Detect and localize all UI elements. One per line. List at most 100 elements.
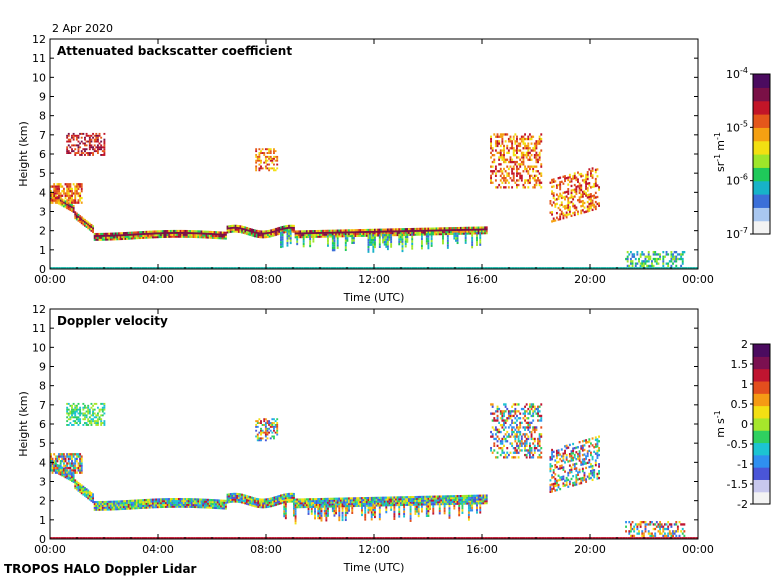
heatmap-cell bbox=[64, 196, 67, 200]
heatmap-cell bbox=[103, 500, 106, 504]
heatmap-cell bbox=[432, 501, 435, 504]
heatmap-cell bbox=[281, 227, 284, 230]
heatmap-cell bbox=[156, 502, 159, 505]
heatmap-cell bbox=[258, 152, 261, 154]
heatmap-cell bbox=[428, 267, 431, 269]
heatmap-cell bbox=[499, 440, 502, 443]
heatmap-cell bbox=[461, 494, 464, 498]
heatmap-cell bbox=[417, 514, 420, 518]
heatmap-cell bbox=[312, 240, 315, 243]
heatmap-cell bbox=[291, 230, 294, 233]
heatmap-cell bbox=[524, 167, 527, 171]
heatmap-cell bbox=[396, 504, 399, 507]
heatmap-cell bbox=[54, 471, 57, 474]
heatmap-cell bbox=[271, 425, 274, 428]
heatmap-cell bbox=[84, 418, 86, 421]
heatmap-cell bbox=[51, 466, 54, 470]
heatmap-cell bbox=[450, 232, 453, 235]
heatmap-cell bbox=[267, 233, 269, 236]
heatmap-cell bbox=[229, 224, 232, 228]
heatmap-cell bbox=[390, 267, 393, 269]
heatmap-cell bbox=[420, 503, 423, 506]
heatmap-cell bbox=[535, 158, 538, 161]
heatmap-cell bbox=[132, 503, 135, 506]
heatmap-cell bbox=[414, 512, 417, 515]
heatmap-cell bbox=[327, 501, 329, 504]
heatmap-cell bbox=[514, 163, 517, 166]
heatmap-cell bbox=[273, 496, 276, 499]
heatmap-cell bbox=[361, 234, 363, 237]
heatmap-cell bbox=[80, 462, 83, 465]
heatmap-cell bbox=[56, 464, 59, 467]
heatmap-cell bbox=[568, 205, 571, 209]
heatmap-cell bbox=[520, 151, 523, 154]
heatmap-cell bbox=[111, 238, 114, 241]
heatmap-cell bbox=[50, 190, 52, 193]
heatmap-cell bbox=[199, 500, 201, 503]
heatmap-cell bbox=[327, 509, 329, 513]
heatmap-cell bbox=[236, 492, 239, 496]
heatmap-cell bbox=[325, 501, 328, 504]
heatmap-cell bbox=[442, 239, 444, 243]
heatmap-cell bbox=[80, 136, 83, 139]
heatmap-cell bbox=[331, 499, 334, 502]
heatmap-cell bbox=[408, 498, 410, 501]
heatmap-cell bbox=[103, 508, 106, 511]
heatmap-cell bbox=[273, 435, 275, 438]
heatmap-cell bbox=[369, 230, 372, 233]
heatmap-cell bbox=[310, 507, 313, 511]
heatmap-cell bbox=[480, 500, 483, 503]
heatmap-cell bbox=[252, 230, 255, 234]
heatmap-cell bbox=[286, 498, 289, 501]
heatmap-cell bbox=[56, 466, 59, 470]
heatmap-cell bbox=[304, 504, 307, 507]
heatmap-cell bbox=[166, 231, 169, 235]
heatmap-cell bbox=[327, 244, 329, 247]
heatmap-cell bbox=[538, 140, 541, 143]
heatmap-cell bbox=[278, 230, 281, 233]
heatmap-cell bbox=[77, 194, 80, 197]
heatmap-cell bbox=[77, 462, 80, 465]
heatmap-cell bbox=[80, 488, 83, 491]
heatmap-cell bbox=[96, 422, 99, 424]
heatmap-cell bbox=[74, 412, 77, 415]
heatmap-cell bbox=[278, 502, 281, 505]
heatmap-cell bbox=[64, 204, 67, 207]
heatmap-cell bbox=[368, 267, 372, 269]
heatmap-cell bbox=[476, 496, 478, 499]
heatmap-cell bbox=[538, 154, 541, 157]
heatmap-cell bbox=[512, 177, 515, 180]
heatmap-cell bbox=[90, 492, 93, 495]
heatmap-cell bbox=[467, 511, 470, 514]
heatmap-cell bbox=[522, 147, 525, 150]
heatmap-cell bbox=[176, 499, 179, 503]
heatmap-cell bbox=[111, 506, 114, 509]
heatmap-cell bbox=[108, 236, 111, 239]
heatmap-cell bbox=[372, 230, 375, 233]
heatmap-cell bbox=[654, 250, 657, 254]
heatmap-cell bbox=[54, 192, 57, 195]
heatmap-cell bbox=[537, 170, 539, 173]
heatmap-cell bbox=[79, 408, 82, 411]
heatmap-cell bbox=[297, 500, 300, 503]
heatmap-cell bbox=[335, 497, 338, 500]
heatmap-cell bbox=[75, 486, 78, 489]
heatmap-cell bbox=[80, 490, 83, 493]
heatmap-cell bbox=[140, 233, 143, 236]
heatmap-cell bbox=[401, 228, 404, 231]
heatmap-cell bbox=[254, 497, 257, 500]
heatmap-cell bbox=[355, 267, 358, 269]
heatmap-cell bbox=[398, 512, 401, 516]
heatmap-cell bbox=[224, 235, 227, 238]
heatmap-cell bbox=[594, 171, 597, 174]
heatmap-cell bbox=[217, 267, 221, 269]
heatmap-cell bbox=[524, 186, 527, 189]
heatmap-cell bbox=[229, 493, 232, 496]
heatmap-cell bbox=[163, 233, 166, 237]
heatmap-cell bbox=[173, 505, 176, 508]
heatmap-cell bbox=[215, 235, 218, 238]
heatmap-cell bbox=[432, 509, 435, 513]
heatmap-cell bbox=[504, 181, 507, 184]
heatmap-cell bbox=[493, 154, 496, 157]
heatmap-cell bbox=[250, 502, 253, 505]
